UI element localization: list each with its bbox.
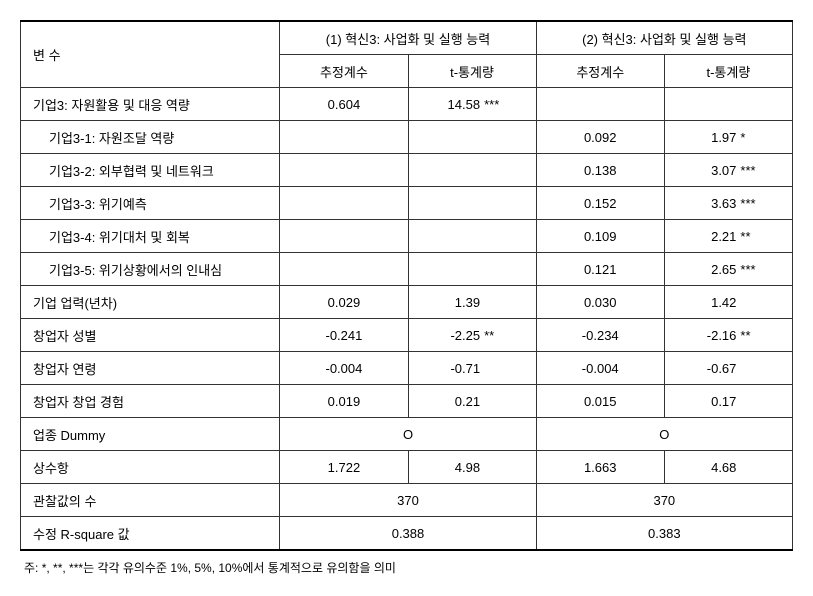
row-label: 창업자 성별: [21, 319, 280, 352]
cell-coef1: 1.722: [280, 451, 408, 484]
row-label: 업종 Dummy: [21, 418, 280, 451]
regression-table: 변 수 (1) 혁신3: 사업화 및 실행 능력 (2) 혁신3: 사업화 및 …: [20, 20, 793, 551]
cell-tstat1: 14.58***: [408, 88, 536, 121]
cell-tstat1: -2.25**: [408, 319, 536, 352]
cell-coef2: 1.663: [536, 451, 664, 484]
cell-tstat1: [408, 220, 536, 253]
header-model1: (1) 혁신3: 사업화 및 실행 능력: [280, 21, 536, 55]
row-label: 기업3: 자원활용 및 대응 역량: [21, 88, 280, 121]
cell-tstat2: 2.21**: [664, 220, 792, 253]
cell-coef2: 0.109: [536, 220, 664, 253]
cell-coef2: -0.004: [536, 352, 664, 385]
table-row: 창업자 창업 경험0.0190.210.0150.17: [21, 385, 793, 418]
significance-stars: ***: [736, 196, 770, 211]
cell-tstat2: [664, 88, 792, 121]
cell-tstat1: 0.21: [408, 385, 536, 418]
cell-tstat2: -2.16**: [664, 319, 792, 352]
table-row: 업종 DummyOO: [21, 418, 793, 451]
row-label: 창업자 연령: [21, 352, 280, 385]
table-row: 상수항1.7224.981.6634.68: [21, 451, 793, 484]
significance-stars: **: [736, 229, 770, 244]
header-tstat2: t-통계량: [664, 55, 792, 88]
row-label: 기업 업력(년차): [21, 286, 280, 319]
row-label: 기업3-2: 외부협력 및 네트워크: [21, 154, 280, 187]
cell-tstat1: -0.71: [408, 352, 536, 385]
row-label: 기업3-3: 위기예측: [21, 187, 280, 220]
significance-stars: ***: [736, 262, 770, 277]
cell-coef2: 0.152: [536, 187, 664, 220]
table-row: 기업3-2: 외부협력 및 네트워크 0.1383.07***: [21, 154, 793, 187]
cell-tstat1: [408, 253, 536, 286]
row-label: 창업자 창업 경험: [21, 385, 280, 418]
table-row: 기업 업력(년차)0.0291.390.0301.42: [21, 286, 793, 319]
row-label: 기업3-4: 위기대처 및 회복: [21, 220, 280, 253]
cell-coef2: 0.121: [536, 253, 664, 286]
summary-label: 관찰값의 수: [21, 484, 280, 517]
summary-label: 수정 R-square 값: [21, 517, 280, 551]
cell-tstat1: 1.39: [408, 286, 536, 319]
cell-dummy1: O: [280, 418, 536, 451]
cell-coef1: [280, 253, 408, 286]
cell-coef2: 0.092: [536, 121, 664, 154]
cell-coef1: [280, 220, 408, 253]
significance-stars: **: [736, 328, 770, 343]
cell-coef1: 0.029: [280, 286, 408, 319]
cell-dummy2: O: [536, 418, 792, 451]
significance-stars: *: [736, 130, 770, 145]
cell-coef1: 0.019: [280, 385, 408, 418]
row-label: 기업3-5: 위기상황에서의 인내심: [21, 253, 280, 286]
summary-row: 수정 R-square 값0.3880.383: [21, 517, 793, 551]
cell-tstat2: 3.63***: [664, 187, 792, 220]
cell-tstat1: 4.98: [408, 451, 536, 484]
cell-coef2: -0.234: [536, 319, 664, 352]
header-variable: 변 수: [21, 21, 280, 88]
header-coef2: 추정계수: [536, 55, 664, 88]
cell-tstat2: 2.65***: [664, 253, 792, 286]
summary-value1: 0.388: [280, 517, 536, 551]
cell-coef2: 0.138: [536, 154, 664, 187]
table-row: 기업3-5: 위기상황에서의 인내심 0.1212.65***: [21, 253, 793, 286]
row-label: 기업3-1: 자원조달 역량: [21, 121, 280, 154]
cell-tstat1: [408, 154, 536, 187]
table-row: 창업자 연령-0.004-0.71-0.004-0.67: [21, 352, 793, 385]
cell-tstat1: [408, 121, 536, 154]
cell-coef1: 0.604: [280, 88, 408, 121]
cell-coef1: -0.241: [280, 319, 408, 352]
cell-tstat2: 4.68: [664, 451, 792, 484]
header-tstat1: t-통계량: [408, 55, 536, 88]
table-row: 기업3-3: 위기예측 0.1523.63***: [21, 187, 793, 220]
cell-coef2: 0.015: [536, 385, 664, 418]
summary-value2: 0.383: [536, 517, 792, 551]
header-model2: (2) 혁신3: 사업화 및 실행 능력: [536, 21, 792, 55]
footnote: 주: *, **, ***는 각각 유의수준 1%, 5%, 10%에서 통계적…: [20, 559, 793, 576]
table-row: 기업3: 자원활용 및 대응 역량0.60414.58***: [21, 88, 793, 121]
cell-coef1: [280, 187, 408, 220]
row-label: 상수항: [21, 451, 280, 484]
cell-tstat2: -0.67: [664, 352, 792, 385]
table-row: 기업3-1: 자원조달 역량 0.0921.97*: [21, 121, 793, 154]
summary-row: 관찰값의 수370370: [21, 484, 793, 517]
significance-stars: **: [480, 328, 514, 343]
cell-tstat2: 3.07***: [664, 154, 792, 187]
significance-stars: ***: [480, 97, 514, 112]
table-row: 창업자 성별-0.241-2.25**-0.234-2.16**: [21, 319, 793, 352]
table-row: 기업3-4: 위기대처 및 회복 0.1092.21**: [21, 220, 793, 253]
header-coef1: 추정계수: [280, 55, 408, 88]
summary-value2: 370: [536, 484, 792, 517]
cell-tstat2: 1.97*: [664, 121, 792, 154]
cell-coef1: [280, 121, 408, 154]
cell-tstat2: 0.17: [664, 385, 792, 418]
significance-stars: ***: [736, 163, 770, 178]
cell-coef1: -0.004: [280, 352, 408, 385]
cell-coef1: [280, 154, 408, 187]
cell-tstat2: 1.42: [664, 286, 792, 319]
cell-coef2: 0.030: [536, 286, 664, 319]
cell-tstat1: [408, 187, 536, 220]
cell-coef2: [536, 88, 664, 121]
summary-value1: 370: [280, 484, 536, 517]
